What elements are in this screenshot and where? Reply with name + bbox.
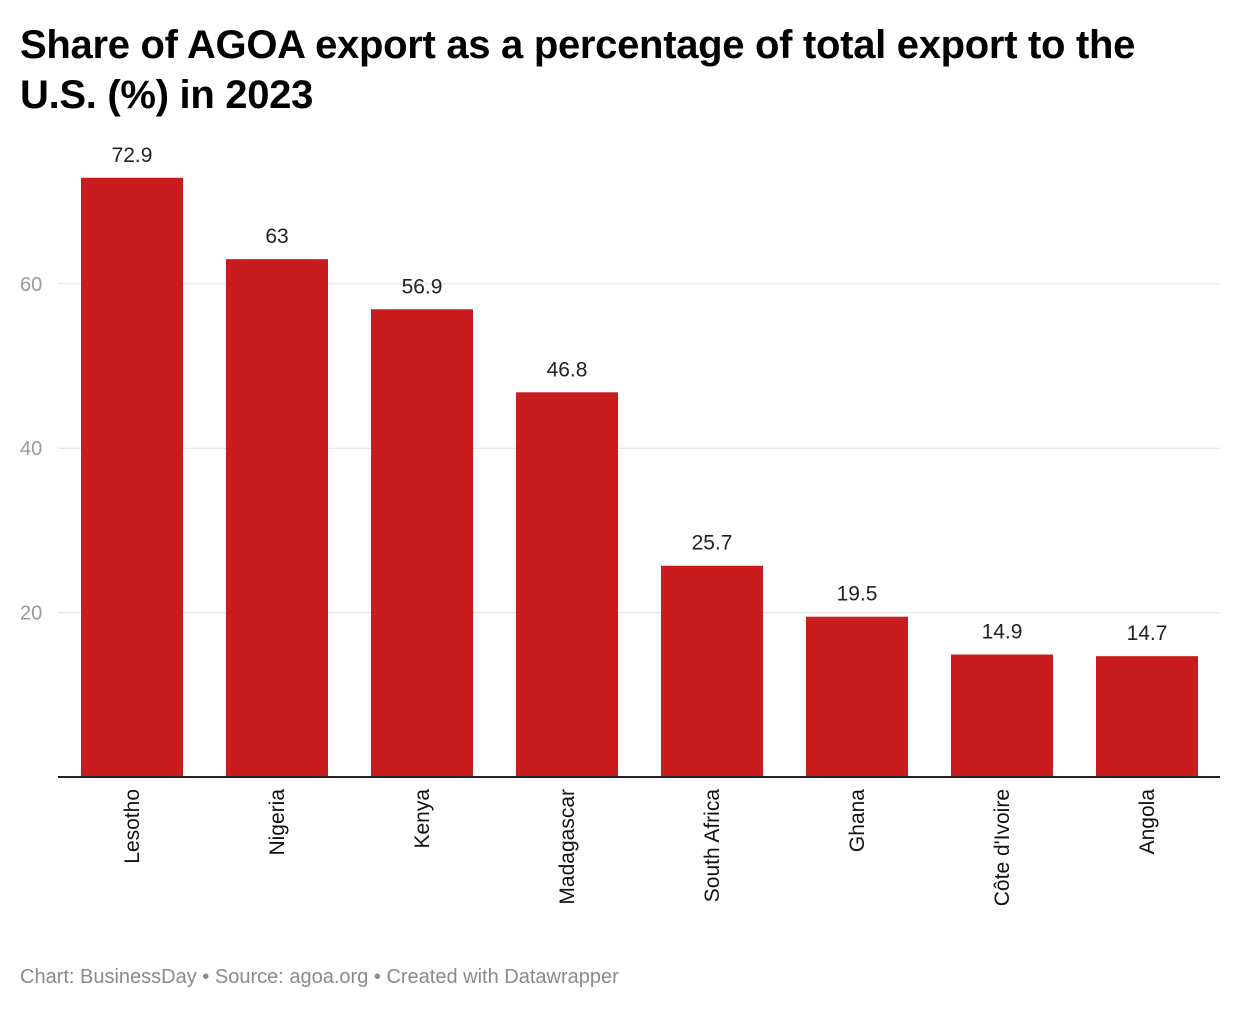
category-label: Lesotho (121, 789, 144, 864)
bar (226, 259, 328, 777)
footer-tool: Created with Datawrapper (386, 966, 619, 988)
footer-separator: • (196, 966, 215, 988)
bars (81, 177, 1198, 778)
data-label: 19.5 (837, 583, 878, 606)
data-label: 14.9 (982, 621, 1023, 644)
category-label: Côte d'Ivoire (991, 789, 1014, 906)
footer-separator: • (368, 966, 387, 988)
data-label: 46.8 (547, 358, 588, 381)
footer-source: Source: agoa.org (214, 966, 369, 988)
bar (371, 309, 473, 777)
bar (516, 392, 618, 777)
data-label: 56.9 (402, 275, 443, 298)
category-label: Ghana (846, 789, 869, 852)
footer-credit: Chart: BusinessDay (20, 966, 197, 988)
y-tick-label: 40 (20, 438, 42, 460)
bar (1096, 656, 1198, 777)
bar-chart: 20 40 60 72.9 63 56.9 46.8 25.7 19.5 14.9 14.7 Le… (20, 144, 1220, 907)
data-label: 14.7 (1127, 622, 1168, 645)
data-labels: 72.9 63 56.9 46.8 25.7 19.5 14.9 14.7 (112, 144, 1168, 645)
y-axis-ticks: 20 40 60 (20, 274, 42, 625)
category-label: Nigeria (266, 789, 289, 856)
category-label: South Africa (701, 789, 724, 903)
y-tick-label: 20 (20, 603, 42, 625)
category-label: Kenya (411, 789, 434, 849)
bar (81, 177, 183, 778)
y-tick-label: 60 (20, 274, 42, 296)
category-label: Angola (1136, 789, 1159, 855)
data-label: 25.7 (692, 532, 733, 555)
x-axis-categories: Lesotho Nigeria Kenya Madagascar South Afric… (121, 789, 1159, 907)
data-label: 63 (265, 225, 288, 248)
bar (806, 616, 908, 777)
data-label: 72.9 (112, 144, 153, 167)
category-label: Madagascar (556, 789, 579, 905)
bar (661, 565, 763, 777)
bar (951, 654, 1053, 777)
chart-footer: Chart: BusinessDay • Source: agoa.org • … (20, 966, 619, 989)
chart-title: Share of AGOA export as a percentage of … (20, 23, 1136, 117)
